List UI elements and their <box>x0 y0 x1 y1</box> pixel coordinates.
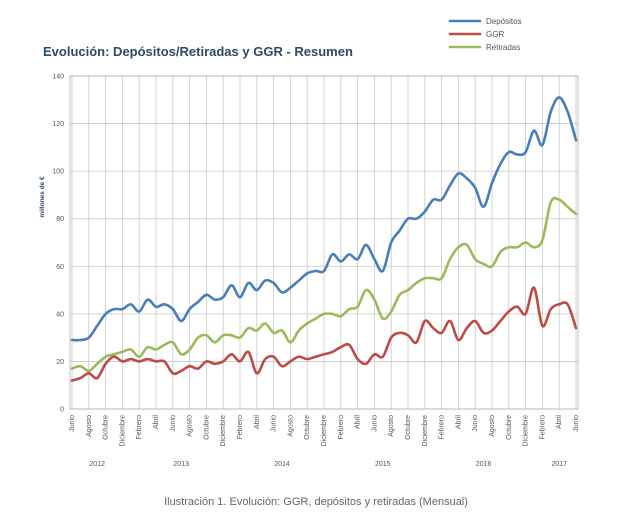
x-tick-label: Febrero <box>338 415 345 440</box>
x-tick-label: Junio <box>271 415 278 432</box>
x-tick-label: Febrero <box>237 415 244 440</box>
year-label: 2014 <box>274 461 290 468</box>
x-tick-label: Junio <box>69 415 76 432</box>
x-tick-label: Agosto <box>489 415 496 437</box>
x-tick-label: Octubre <box>405 415 412 440</box>
series-line-ggr <box>70 286 578 382</box>
x-tick-label: Diciembre <box>523 415 530 447</box>
grid <box>69 75 579 410</box>
x-tick-label: Agosto <box>287 415 294 437</box>
series-line-depositos <box>70 96 578 342</box>
y-tick-label: 0 <box>60 407 64 414</box>
x-tick-label: Agosto <box>187 415 194 437</box>
series-line-retiradas <box>70 196 578 373</box>
x-tick-label: Diciembre <box>422 415 429 447</box>
y-tick-label: 140 <box>52 74 64 81</box>
year-label: 2015 <box>375 461 391 468</box>
y-tick-label: 40 <box>56 311 64 318</box>
y-tick-label: 80 <box>56 216 64 223</box>
chart-title: Evolución: Depósitos/Retiradas y GGR - R… <box>43 44 353 59</box>
y-tick-label: 20 <box>56 359 64 366</box>
x-tick-label: Junio <box>573 415 580 432</box>
x-tick-label: Diciembre <box>321 415 328 447</box>
x-tick-label: Agosto <box>86 415 93 437</box>
y-axis-label: millones de € <box>39 176 46 218</box>
x-tick-label: Octubre <box>203 415 210 440</box>
axes: 0 20 40 60 80 100 120 140 Junio Agosto Octubre Dici… <box>52 74 580 469</box>
x-tick-label: Diciembre <box>220 415 227 447</box>
x-tick-label: Diciembre <box>119 415 126 447</box>
legend-label-ggr: GGR <box>486 30 504 39</box>
x-tick-label: Abril <box>556 415 563 429</box>
series-layer <box>70 96 578 382</box>
x-tick-label: Abril <box>153 415 160 429</box>
chart: Evolución: Depósitos/Retiradas y GGR - R… <box>39 17 580 469</box>
x-tick-label: Junio <box>170 415 177 432</box>
x-tick-label: Febrero <box>439 415 446 440</box>
x-tick-label: Octubre <box>103 415 110 440</box>
legend: Depósitos GGR Retiradas <box>448 17 522 52</box>
x-tick-label: Agosto <box>388 415 395 437</box>
legend-label-retiradas: Retiradas <box>486 43 520 52</box>
x-tick-label: Junio <box>371 415 378 432</box>
x-tick-label: Febrero <box>539 415 546 440</box>
plot-border <box>69 75 579 410</box>
x-tick-label: Junio <box>472 415 479 432</box>
x-tick-label: Octubre <box>304 415 311 440</box>
year-label: 2016 <box>476 461 492 468</box>
x-tick-label: Abril <box>355 415 362 429</box>
x-tick-label: Abril <box>455 415 462 429</box>
figure-caption: Ilustración 1. Evolución: GGR, depósitos… <box>164 496 468 508</box>
year-label: 2013 <box>173 461 189 468</box>
x-tick-label: Abril <box>254 415 261 429</box>
y-tick-label: 120 <box>52 121 64 128</box>
y-tick-label: 100 <box>52 169 64 176</box>
year-label: 2017 <box>551 461 567 468</box>
x-tick-label: Octubre <box>506 415 513 440</box>
legend-label-depositos: Depósitos <box>486 17 522 26</box>
x-tick-label: Febrero <box>136 415 143 440</box>
year-label: 2012 <box>89 461 105 468</box>
y-tick-label: 60 <box>56 264 64 271</box>
